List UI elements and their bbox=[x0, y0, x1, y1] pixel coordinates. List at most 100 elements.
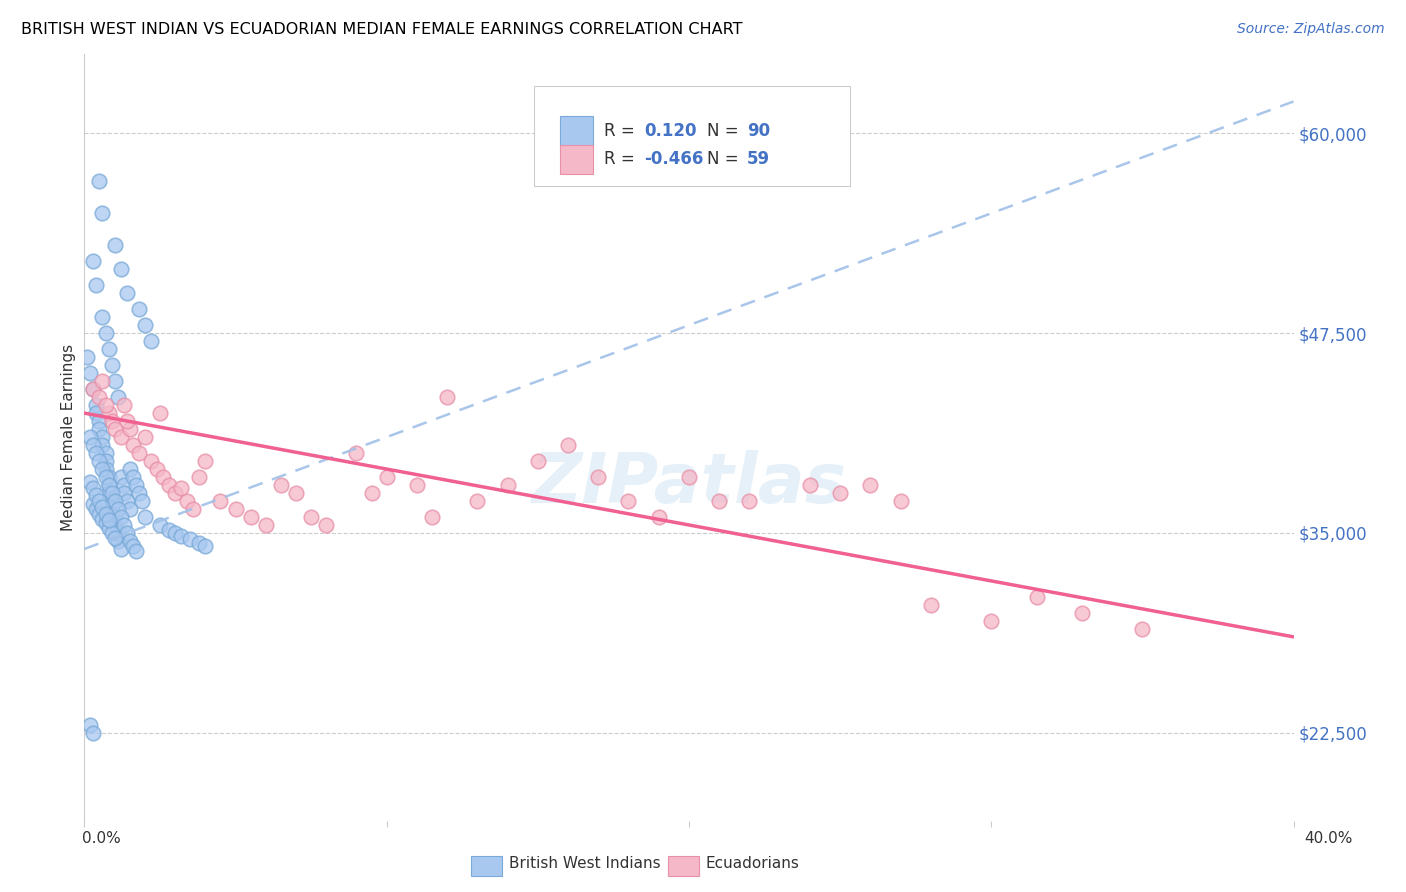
Point bbox=[859, 478, 882, 492]
Point bbox=[91, 374, 114, 388]
Point bbox=[97, 406, 120, 420]
Point bbox=[375, 470, 398, 484]
Point bbox=[557, 438, 579, 452]
Y-axis label: Median Female Earnings: Median Female Earnings bbox=[60, 343, 76, 531]
Point bbox=[1025, 590, 1047, 604]
Point bbox=[97, 521, 120, 535]
Point bbox=[110, 262, 132, 277]
Point bbox=[285, 486, 308, 500]
Point bbox=[100, 358, 122, 372]
Text: British West Indians: British West Indians bbox=[509, 856, 661, 871]
Point bbox=[91, 462, 114, 476]
Point bbox=[176, 494, 198, 508]
FancyBboxPatch shape bbox=[534, 86, 849, 186]
Point bbox=[496, 478, 519, 492]
Point bbox=[82, 497, 104, 511]
Text: R =: R = bbox=[605, 122, 636, 140]
Point bbox=[134, 318, 156, 333]
Text: 0.120: 0.120 bbox=[644, 122, 697, 140]
Point bbox=[146, 462, 169, 476]
Point bbox=[738, 494, 761, 508]
Point bbox=[86, 278, 108, 293]
Point bbox=[118, 462, 141, 476]
Point bbox=[360, 486, 382, 500]
Point bbox=[315, 518, 337, 533]
Point bbox=[94, 446, 117, 460]
Point bbox=[82, 382, 104, 396]
Point bbox=[97, 513, 120, 527]
Point bbox=[94, 507, 117, 521]
Point bbox=[436, 390, 458, 404]
Point bbox=[115, 414, 138, 428]
Point bbox=[110, 470, 132, 484]
Point bbox=[82, 481, 104, 495]
Point bbox=[104, 531, 127, 545]
Point bbox=[134, 430, 156, 444]
Point bbox=[980, 614, 1002, 628]
Point bbox=[1130, 622, 1153, 636]
Point bbox=[82, 382, 104, 396]
Point bbox=[89, 507, 111, 521]
Point bbox=[617, 494, 640, 508]
Point bbox=[79, 430, 101, 444]
Point bbox=[139, 454, 162, 468]
Point bbox=[89, 494, 111, 508]
Point bbox=[194, 454, 217, 468]
Point bbox=[112, 398, 135, 412]
Point bbox=[97, 342, 120, 356]
Point bbox=[118, 502, 141, 516]
Point bbox=[121, 438, 143, 452]
Point bbox=[91, 430, 114, 444]
Point bbox=[79, 475, 101, 489]
Point bbox=[104, 494, 127, 508]
Point bbox=[165, 526, 187, 541]
Point bbox=[420, 510, 443, 524]
Point bbox=[100, 502, 122, 516]
Point bbox=[648, 510, 671, 524]
Text: 40.0%: 40.0% bbox=[1305, 831, 1353, 846]
Point bbox=[170, 481, 193, 495]
Text: Source: ZipAtlas.com: Source: ZipAtlas.com bbox=[1237, 22, 1385, 37]
Point bbox=[299, 510, 322, 524]
Point bbox=[97, 470, 120, 484]
Point bbox=[94, 454, 117, 468]
Point bbox=[86, 446, 108, 460]
Text: R =: R = bbox=[605, 151, 636, 169]
Point bbox=[82, 725, 104, 739]
Text: ZIPatlas: ZIPatlas bbox=[531, 450, 846, 516]
FancyBboxPatch shape bbox=[560, 145, 593, 174]
Point bbox=[94, 326, 117, 341]
Point bbox=[107, 533, 129, 548]
Point bbox=[89, 174, 111, 188]
Point bbox=[225, 502, 247, 516]
Point bbox=[128, 486, 150, 500]
Point bbox=[112, 478, 135, 492]
Point bbox=[107, 502, 129, 516]
Point bbox=[107, 526, 129, 541]
Point bbox=[152, 470, 174, 484]
Point bbox=[118, 533, 141, 548]
Point bbox=[94, 516, 117, 531]
Point bbox=[91, 511, 114, 525]
Point bbox=[121, 470, 143, 484]
Point bbox=[799, 478, 821, 492]
Point bbox=[709, 494, 731, 508]
Point bbox=[920, 598, 942, 612]
Point bbox=[100, 526, 122, 541]
Point bbox=[125, 543, 148, 558]
Point bbox=[86, 398, 108, 412]
Text: -0.466: -0.466 bbox=[644, 151, 703, 169]
Point bbox=[104, 374, 127, 388]
Point bbox=[97, 478, 120, 492]
Point bbox=[104, 238, 127, 252]
Point bbox=[107, 390, 129, 404]
Text: N =: N = bbox=[707, 122, 738, 140]
Point bbox=[149, 518, 172, 533]
Point bbox=[527, 454, 550, 468]
Point bbox=[91, 500, 114, 515]
Point bbox=[830, 486, 852, 500]
Point bbox=[104, 510, 127, 524]
Point bbox=[94, 398, 117, 412]
Text: BRITISH WEST INDIAN VS ECUADORIAN MEDIAN FEMALE EARNINGS CORRELATION CHART: BRITISH WEST INDIAN VS ECUADORIAN MEDIAN… bbox=[21, 22, 742, 37]
Point bbox=[139, 334, 162, 349]
